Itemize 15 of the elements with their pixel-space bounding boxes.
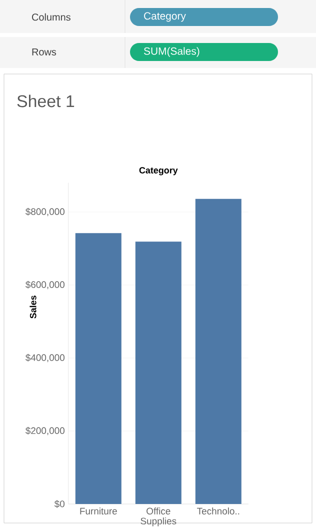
- x-tick-label: Technolo..: [197, 508, 240, 514]
- x-tick-label: Office Supplies: [140, 508, 176, 526]
- y-axis-title: Sales: [30, 296, 36, 318]
- text: Columns: [32, 13, 70, 21]
- y-tick-label: $800,000: [26, 208, 64, 216]
- y-tick-label: $600,000: [26, 280, 64, 290]
- text: Rows: [32, 48, 56, 56]
- chart-title: Sheet 1: [17, 94, 74, 108]
- x-tick-label: Furniture: [80, 508, 117, 514]
- y-tick-label: $400,000: [26, 354, 64, 362]
- y-tick-label: $200,000: [26, 426, 64, 436]
- text: Category: [144, 12, 186, 22]
- text: SUM(Sales): [144, 47, 200, 57]
- y-tick-label: $0: [54, 500, 65, 508]
- x-axis-title: Category: [139, 167, 178, 176]
